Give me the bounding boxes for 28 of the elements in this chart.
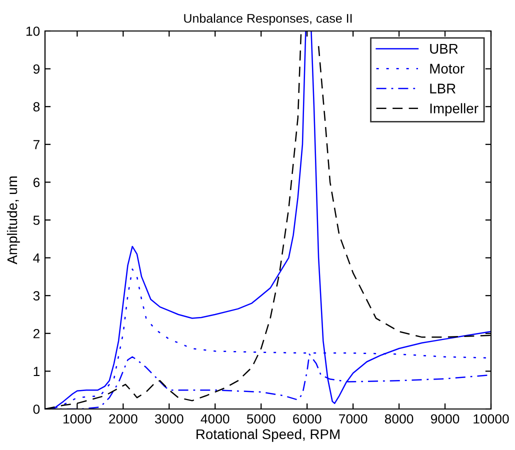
x-tick-label: 7000 — [339, 414, 368, 424]
legend-label: Impeller — [430, 103, 478, 116]
x-tick-label: 6000 — [293, 414, 322, 424]
x-tick-label: 10000 — [474, 414, 509, 424]
x-tick-label: 1000 — [64, 414, 92, 424]
x-tick-label: 4000 — [200, 414, 230, 424]
y-tick-label: 9 — [33, 64, 40, 74]
x-tick-label: 5000 — [246, 414, 276, 424]
y-tick-label: 5 — [33, 216, 40, 225]
legend-label: UBR — [430, 44, 458, 54]
y-tick-label: 0 — [33, 404, 40, 414]
y-tick-label: 2 — [33, 328, 40, 338]
chart-title: Unbalance Responses, case II — [184, 14, 352, 26]
y-tick-label: 7 — [33, 140, 40, 150]
legend-label: LBR — [430, 84, 456, 94]
x-tick-label: 3000 — [154, 414, 184, 424]
y-tick-label: 4 — [33, 254, 40, 263]
y-tick-label: 3 — [33, 291, 40, 301]
y-tick-label: 1 — [34, 366, 40, 376]
y-tick-label: 8 — [33, 102, 40, 112]
legend-label: Motor — [430, 64, 464, 74]
y-tick-label: 10 — [26, 26, 40, 36]
y-tick-label: 6 — [33, 178, 40, 188]
x-tick-label: 2000 — [109, 414, 138, 424]
x-axis-title: Rotational Speed, RPM — [196, 428, 340, 442]
x-tick-label: 8000 — [384, 414, 414, 424]
x-tick-label: 9000 — [430, 414, 460, 424]
y-axis-title: Amplitude, um — [6, 176, 20, 264]
